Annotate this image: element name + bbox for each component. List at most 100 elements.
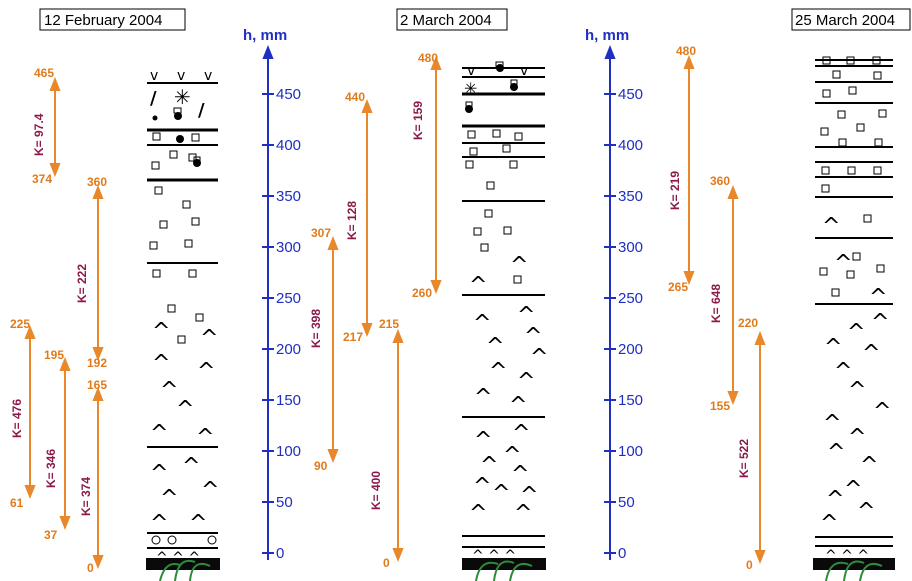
svg-text:^: ^	[848, 425, 866, 450]
k-label: K= 648	[709, 284, 723, 323]
svg-text:v: v	[150, 68, 158, 84]
svg-text:^: ^	[827, 440, 845, 465]
svg-text:^: ^	[152, 319, 170, 344]
arrow-bottom-label: 192	[87, 356, 107, 370]
svg-text:^: ^	[510, 253, 528, 278]
arrow-top-label: 165	[87, 378, 107, 392]
date-box-2: 2 March 2004	[396, 8, 508, 31]
svg-text:^: ^	[823, 411, 841, 436]
arrow-top-label: 360	[710, 174, 730, 188]
axis-tick-label: 100	[276, 443, 301, 460]
arrow-top-label: 360	[87, 175, 107, 189]
svg-text:^: ^	[824, 335, 842, 360]
arrow-top-label: 225	[10, 317, 30, 331]
arrow-bottom-label: 155	[710, 399, 730, 413]
axis-tick-label: 100	[618, 443, 643, 460]
date-label-3: 25 March 2004	[795, 12, 895, 29]
svg-text:^: ^	[834, 251, 852, 276]
svg-text:^: ^	[160, 486, 178, 511]
svg-text:^: ^	[160, 378, 178, 403]
arrow-top-label: 480	[676, 44, 696, 58]
svg-text:^: ^	[873, 399, 891, 424]
date-box-1: 12 February 2004	[39, 8, 186, 31]
axis-tick-label: 350	[276, 188, 301, 205]
svg-text:^: ^	[473, 311, 491, 336]
axis-tick-label: 150	[276, 392, 301, 409]
svg-text:v: v	[204, 68, 212, 84]
k-label: K= 346	[44, 449, 58, 488]
arrow-top-label: 465	[34, 66, 54, 80]
axis-tick-label: 450	[618, 86, 643, 103]
axis-tick-label: 200	[276, 341, 301, 358]
axis-tick-label: 450	[276, 86, 301, 103]
svg-text:^: ^	[474, 385, 492, 410]
arrow-k-398: 307 90 K= 398	[309, 226, 339, 473]
arrow-bottom-label: 0	[746, 558, 753, 572]
arrow-bottom-label: 37	[44, 528, 58, 542]
arrow-k-522: 220 0 K= 522	[737, 316, 766, 572]
svg-text:^: ^	[150, 421, 168, 446]
svg-text:^: ^	[189, 511, 207, 536]
svg-text:^: ^	[197, 359, 215, 384]
svg-text:^: ^	[860, 453, 878, 478]
svg-text:v: v	[520, 63, 528, 79]
axis-tick-label: 250	[618, 290, 643, 307]
arrow-k-476: 225 61 K= 476	[10, 317, 36, 510]
svg-text:^: ^	[182, 454, 200, 479]
k-label: K= 398	[309, 309, 323, 348]
arrow-k-128: 440 217 K= 128	[343, 90, 373, 344]
arrow-bottom-label: 217	[343, 330, 363, 344]
svg-text:^: ^	[150, 511, 168, 536]
svg-text:^: ^	[489, 359, 507, 384]
svg-text:^: ^	[152, 351, 170, 376]
arrow-bottom-label: 0	[383, 556, 390, 570]
arrow-k-648: 360 155 K= 648	[709, 174, 739, 413]
svg-text:✳: ✳	[174, 85, 191, 109]
svg-text:^: ^	[862, 341, 880, 366]
arrow-top-label: 215	[379, 317, 399, 331]
k-label: K= 400	[369, 471, 383, 510]
arrow-top-label: 220	[738, 316, 758, 330]
arrow-k-219: 480 265 K= 219	[668, 44, 696, 294]
arrow-bottom-label: 374	[32, 172, 52, 186]
snow-column-3: ^ ^ ^ ^ ^ ^ ^ ^ ^ ^ ^ ^ ^ ^ ^ ^ ^ ^ ^ ^ …	[813, 56, 895, 581]
snow-column-1: v v v / ✳ / ^ ^ ^ ^ ^ ^ ^	[146, 68, 220, 581]
axis-tick-label: 200	[618, 341, 643, 358]
svg-text:^: ^	[869, 285, 887, 310]
axis-tick-label: 250	[276, 290, 301, 307]
svg-text:^: ^	[511, 462, 529, 487]
axis-tick-label: 50	[276, 494, 293, 511]
svg-text:^: ^	[201, 478, 219, 503]
svg-text:^: ^	[176, 397, 194, 422]
axis-tick-label: 0	[618, 545, 626, 562]
axis-tick-label: 350	[618, 188, 643, 205]
arrow-k-374: 165 0 K= 374	[79, 378, 107, 575]
svg-text:^: ^	[469, 501, 487, 526]
axis-tick-label: 300	[276, 239, 301, 256]
svg-text:^: ^	[469, 273, 487, 298]
k-label: K= 128	[345, 201, 359, 240]
arrow-bottom-label: 260	[412, 286, 432, 300]
svg-text:^: ^	[517, 369, 535, 394]
svg-text:^: ^	[474, 428, 492, 453]
layer-arrows: 465 374 K= 97.4 360 192 K= 222 225 61 K=…	[10, 44, 766, 575]
svg-text:^: ^	[150, 461, 168, 486]
arrow-bottom-label: 265	[668, 280, 688, 294]
axis-tick-label: 300	[618, 239, 643, 256]
axis-tick-label: 400	[618, 137, 643, 154]
svg-text:^: ^	[530, 345, 548, 370]
k-label: K= 522	[737, 439, 751, 478]
svg-text:^: ^	[480, 453, 498, 478]
svg-text:^: ^	[844, 477, 862, 502]
arrow-bottom-label: 61	[10, 496, 24, 510]
snow-column-2: v v ✳ ^ ^ ^ ^ ^ ^ ^ ^ ^ ^ ^ ^ ^ ^ ^	[462, 61, 548, 581]
date-label-1: 12 February 2004	[44, 12, 162, 29]
svg-text:^: ^	[512, 421, 530, 446]
svg-text:^: ^	[826, 487, 844, 512]
k-label: K= 374	[79, 477, 93, 516]
svg-text:^: ^	[486, 334, 504, 359]
arrow-k-400: 215 0 K= 400	[369, 317, 404, 570]
svg-text:v: v	[177, 68, 185, 84]
svg-text:^: ^	[200, 326, 218, 351]
arrow-k-97: 465 374 K= 97.4	[32, 66, 61, 186]
